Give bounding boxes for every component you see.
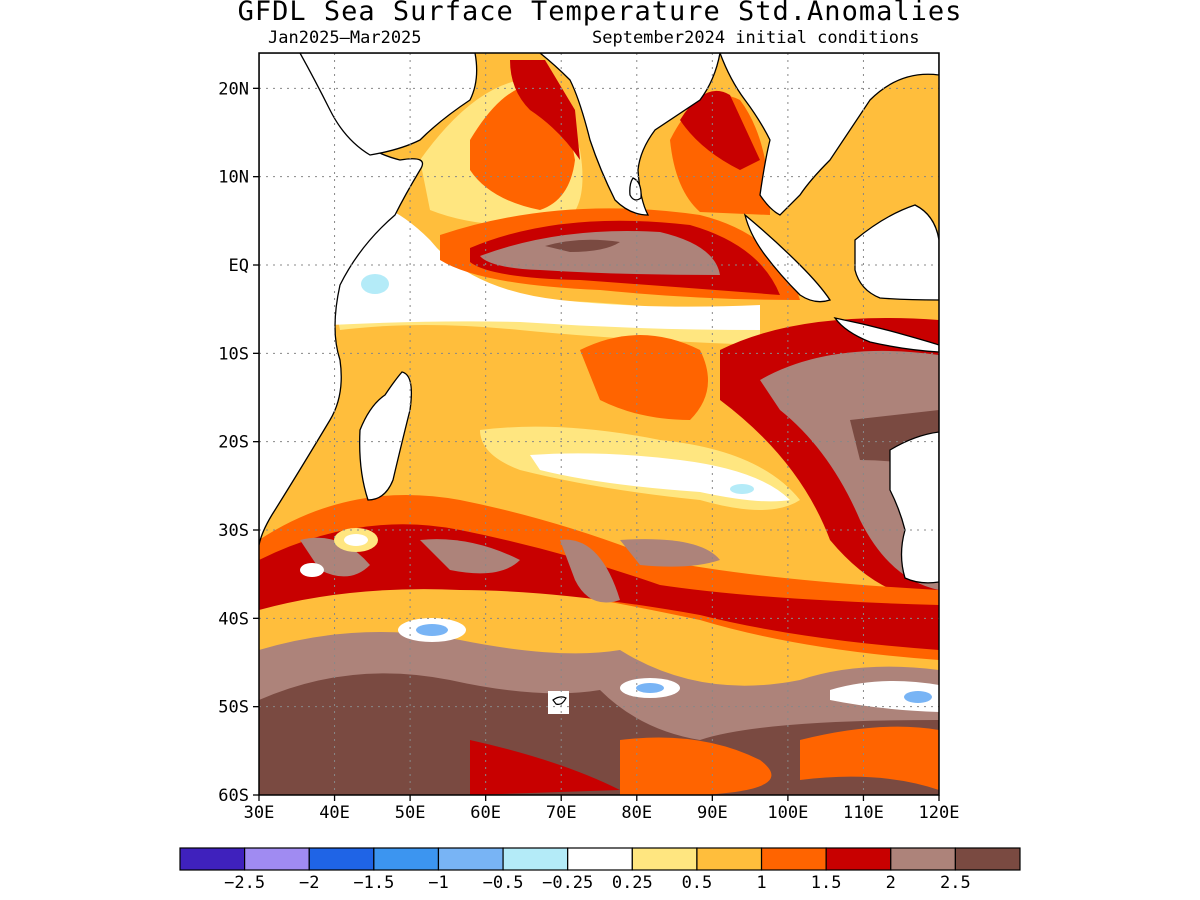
colorbar-swatch [631,847,698,871]
anomaly-region [344,534,368,546]
anomaly-region [416,624,448,636]
x-tick-label: 40E [319,803,350,823]
colorbar-label: −1.5 [353,873,394,893]
colorbar-label: 0.25 [612,873,653,893]
chart-title: GFDL Sea Surface Temperature Std.Anomali… [237,0,963,27]
y-tick-label: 50S [218,698,249,718]
colorbar: −2.5 −2 −1.5 −1 −0.5 −0.25 0.25 0.5 1 1.5 2 2.5 [179,847,1021,893]
colorbar-swatch [567,847,633,871]
kerguelen-outline [552,696,567,705]
y-tick-label: 30S [218,521,249,541]
colorbar-label: 2 [886,873,896,893]
anomaly-region [620,737,772,795]
x-tick-label: 60E [470,803,501,823]
colorbar-label: 0.5 [682,873,713,893]
land-borneo [854,204,939,301]
forecast-period: Jan2025–Mar2025 [268,28,422,48]
x-tick-label: 50E [395,803,426,823]
map-frame [258,52,940,796]
y-tick-label: 20N [218,79,249,99]
map-plot-area [259,53,939,795]
x-tick-label: 120E [919,803,960,823]
colorbar-label: −2.5 [224,873,265,893]
colorbar-swatch [825,847,892,871]
colorbar-swatch [954,847,1021,871]
anomaly-region [730,484,754,494]
land-india [538,53,721,216]
anomaly-region [330,198,760,330]
anomaly-region [760,350,939,590]
colorbar-label: 2.5 [940,873,971,893]
anomaly-region [580,335,708,420]
land-sumatra [743,213,832,303]
y-tick-label: 60S [218,786,249,806]
x-tick-label: 30E [244,803,275,823]
gridlines [259,53,939,795]
colorbar-label: 1.5 [811,873,842,893]
land-arabia [299,53,478,156]
colorbar-label: 1 [756,873,766,893]
land-java [833,317,939,353]
colorbar-swatch [760,847,827,871]
y-tick-label: EQ [229,256,249,276]
y-tick-label: 10N [218,168,249,188]
anomaly-region [904,691,932,703]
colorbar-swatch [890,847,956,871]
colorbar-swatch [696,847,763,871]
x-tick-label: 110E [843,803,884,823]
x-tick-label: 100E [767,803,808,823]
axis-ticks: 30E 40E 50E 60E 70E 80E 90E 100E 110E 120E 20N 10N E… [218,79,959,823]
y-tick-label: 40S [218,609,249,629]
land-australia [889,431,939,584]
anomaly-region [259,673,939,795]
x-tick-label: 70E [546,803,577,823]
anomaly-region [470,740,620,795]
colorbar-swatch [244,847,310,871]
x-tick-label: 90E [697,803,728,823]
colorbar-swatch [308,847,375,871]
land-sri-lanka [629,177,642,201]
anomaly-region [300,563,324,577]
initial-conditions: September2024 initial conditions [592,28,920,48]
colorbar-swatch [179,847,246,871]
anomaly-region [545,239,620,252]
y-tick-label: 10S [218,344,249,364]
anomaly-region [830,681,939,712]
colorbar-label: −2 [299,873,319,893]
anomaly-region [420,539,520,574]
colorbar-swatch [373,847,440,871]
y-tick-label: 20S [218,433,249,453]
colorbar-label: −0.25 [542,873,593,893]
anomaly-region [800,726,939,790]
land-southeast-asia [719,53,939,216]
anomaly-region [620,539,720,567]
anomaly-region [530,453,790,502]
x-tick-label: 80E [621,803,652,823]
anomaly-region [480,231,720,275]
anomaly-region [636,683,664,693]
anomaly-region [361,274,389,294]
anomaly-region [510,60,580,160]
colorbar-swatch [437,847,504,871]
colorbar-label: −1 [428,873,448,893]
colorbar-swatch [502,847,569,871]
colorbar-label: −0.5 [483,873,524,893]
anomaly-region [560,539,620,603]
anomaly-region [680,90,760,170]
